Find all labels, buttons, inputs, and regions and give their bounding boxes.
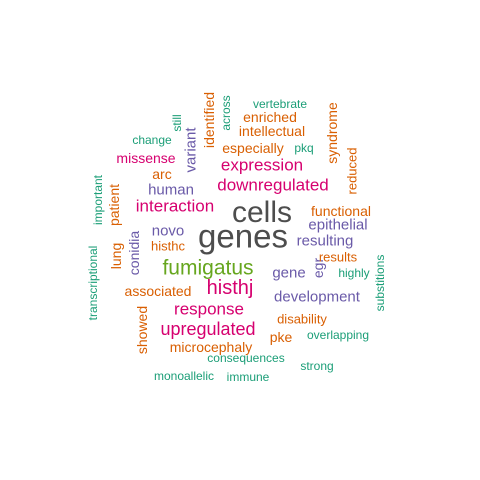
word-syndrome: syndrome — [324, 102, 340, 164]
word-variant: variant — [182, 127, 200, 173]
word-genes: genes — [198, 217, 288, 255]
word-highly: highly — [338, 266, 370, 280]
word-change: change — [132, 133, 172, 147]
word-transcriptional: transcriptional — [86, 245, 100, 321]
word-immune: immune — [226, 370, 270, 384]
word-missense: missense — [116, 150, 176, 166]
word-histhc: histhc — [151, 238, 185, 254]
word-novo: novo — [151, 222, 185, 240]
word-showed: showed — [134, 305, 150, 355]
word-human: human — [148, 181, 194, 199]
word-epithelial: epithelial — [308, 216, 368, 234]
word-functional: functional — [311, 203, 371, 219]
word-across: across — [219, 95, 233, 131]
word-downregulated: downregulated — [217, 175, 329, 195]
word-arc: arc — [152, 166, 172, 182]
word-consequences: consequences — [207, 351, 285, 365]
word-reduced: reduced — [344, 147, 360, 195]
word-disability: disability — [277, 311, 327, 327]
word-gene: gene — [272, 264, 306, 282]
word-important: important — [91, 174, 105, 226]
word-especially: especially — [222, 140, 284, 156]
word-intellectual: intellectual — [238, 123, 306, 139]
word-substitutions: substitions — [373, 254, 387, 312]
word-cells: cells — [231, 196, 293, 229]
word-still: still — [170, 114, 184, 132]
word-strong: strong — [300, 359, 334, 373]
word-pke: pke — [269, 329, 293, 345]
word-response: response — [174, 299, 244, 319]
word-identified: identified — [201, 91, 217, 149]
word-development: development — [274, 288, 360, 306]
word-results: results — [318, 249, 358, 265]
word-resulting: resulting — [296, 232, 354, 250]
word-associated: associated — [124, 283, 192, 299]
word-pkq: pkq — [294, 141, 314, 155]
word-lung: lung — [108, 242, 124, 270]
word-vertebrate: vertebrate — [252, 97, 308, 111]
word-histhj: histhj — [206, 277, 254, 299]
word-monoallelic: monoallelic — [153, 369, 215, 383]
word-enriched: enriched — [243, 109, 297, 125]
word-expression: expression — [220, 155, 304, 175]
word-fumigatus: fumigatus — [162, 256, 254, 280]
word-interaction: interaction — [135, 196, 215, 216]
word-patient: patient — [106, 183, 122, 227]
word-overlapping: overlapping — [306, 328, 370, 342]
word-microcephaly: microcephaly — [169, 339, 253, 355]
word-upregulated: upregulated — [160, 319, 256, 339]
word-conidia: conidia — [126, 230, 142, 276]
